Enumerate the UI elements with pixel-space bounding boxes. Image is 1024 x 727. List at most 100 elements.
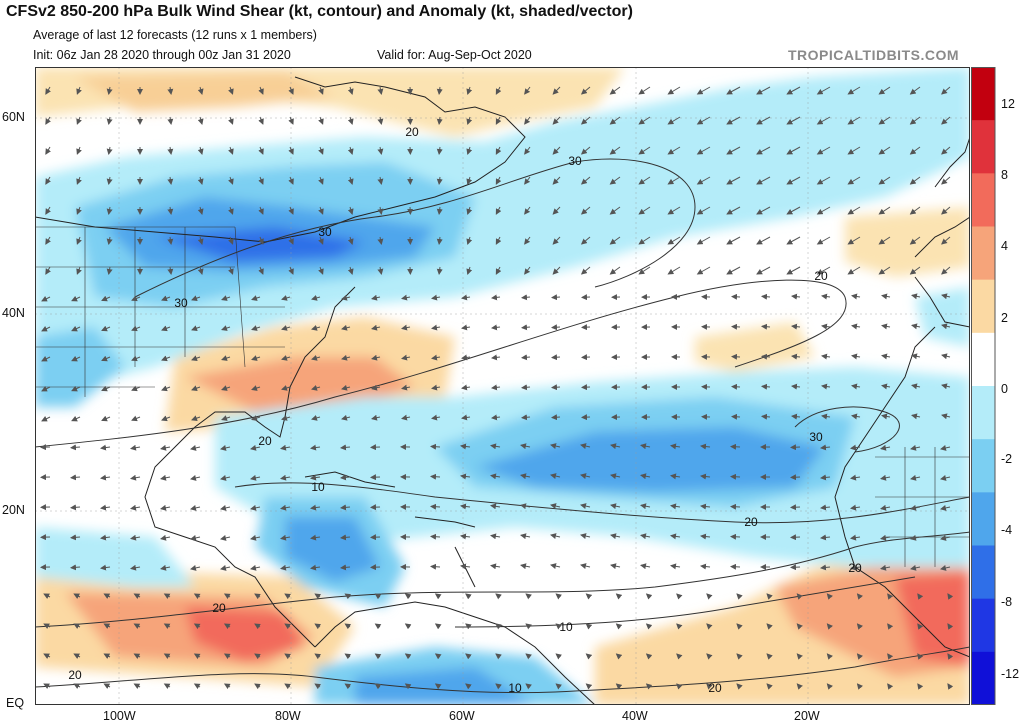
vector-arrow bbox=[521, 414, 531, 421]
vector-arrow bbox=[525, 683, 532, 690]
vector-arrow bbox=[816, 206, 831, 215]
vector-arrow bbox=[434, 683, 442, 690]
vector-arrow bbox=[700, 503, 711, 510]
vector-arrow bbox=[524, 176, 531, 185]
vector-arrow bbox=[524, 86, 531, 95]
vector-arrow bbox=[700, 563, 711, 570]
vector-arrow bbox=[100, 504, 111, 511]
vector-arrow bbox=[524, 116, 531, 125]
vector-arrow bbox=[465, 683, 472, 690]
vector-arrow bbox=[880, 444, 891, 451]
vector-arrow bbox=[816, 266, 831, 275]
vector-arrow bbox=[223, 593, 231, 600]
vector-arrow bbox=[761, 293, 771, 300]
vector-arrow bbox=[228, 116, 234, 125]
vector-arrow bbox=[76, 86, 82, 95]
vector-arrow bbox=[552, 266, 561, 275]
vector-arrow bbox=[580, 563, 591, 570]
vector-arrow bbox=[341, 324, 351, 331]
contour-labels: 20 30 30 30 20 20 10 20 30 20 10 10 20 20 20 bbox=[68, 125, 862, 695]
vector-arrow bbox=[288, 266, 294, 275]
vector-arrow bbox=[731, 383, 741, 390]
vector-arrow bbox=[341, 414, 351, 421]
vector-arrow bbox=[310, 474, 321, 481]
vector-arrow bbox=[615, 683, 623, 690]
vector-arrow bbox=[190, 504, 201, 511]
vector-arrow bbox=[495, 146, 502, 155]
vector-arrow bbox=[820, 504, 831, 511]
vector-arrow bbox=[43, 623, 51, 629]
vector-arrow bbox=[552, 86, 561, 95]
vector-arrow bbox=[130, 564, 141, 571]
vector-arrow bbox=[491, 414, 501, 421]
contour-label: 20 bbox=[68, 668, 82, 682]
vector-arrow bbox=[495, 683, 502, 690]
vector-arrow bbox=[878, 176, 891, 185]
vector-arrow bbox=[524, 266, 531, 275]
vector-arrow bbox=[550, 503, 561, 510]
vector-arrow bbox=[71, 295, 81, 302]
vector-arrow bbox=[490, 563, 501, 570]
vector-arrow bbox=[197, 176, 204, 185]
contour-label: 10 bbox=[559, 620, 573, 634]
chart-subtitle: Average of last 12 forecasts (12 runs x … bbox=[33, 28, 317, 42]
vector-arrow bbox=[347, 206, 354, 215]
vector-arrow bbox=[676, 623, 683, 630]
vector-arrow bbox=[190, 474, 201, 481]
contour-label: 20 bbox=[708, 681, 722, 695]
vector-arrow bbox=[221, 355, 231, 361]
vector-arrow bbox=[756, 266, 771, 275]
vector-arrow bbox=[495, 86, 502, 95]
vector-arrow bbox=[193, 623, 201, 630]
vector-arrow bbox=[70, 564, 81, 571]
vector-arrow bbox=[766, 593, 773, 600]
vector-arrow bbox=[191, 385, 201, 392]
vector-arrow bbox=[43, 593, 51, 599]
colorbar-swatch bbox=[971, 386, 995, 440]
vector-arrow bbox=[555, 623, 562, 630]
vector-arrow bbox=[161, 325, 171, 332]
vector-arrow bbox=[401, 384, 411, 391]
vector-arrow bbox=[609, 266, 621, 275]
colorbar-swatch bbox=[971, 226, 995, 281]
vector-arrow bbox=[250, 444, 261, 451]
vector-arrow bbox=[490, 473, 501, 480]
vector-arrow bbox=[917, 683, 924, 690]
vector-arrow bbox=[820, 534, 831, 541]
vector-arrow bbox=[466, 206, 473, 215]
vector-arrow bbox=[585, 683, 593, 690]
vector-arrow bbox=[580, 116, 591, 125]
vector-arrow bbox=[580, 533, 591, 540]
brand-watermark: TROPICALTIDBITS.COM bbox=[788, 47, 960, 63]
vector-arrow bbox=[193, 653, 201, 660]
vector-arrow bbox=[878, 236, 891, 245]
vector-arrow bbox=[555, 593, 562, 600]
vector-arrow bbox=[310, 564, 321, 571]
vector-arrow bbox=[431, 384, 441, 391]
vector-arrow bbox=[465, 623, 472, 630]
vector-arrow bbox=[288, 86, 294, 95]
vector-arrow bbox=[610, 443, 621, 450]
vector-arrow bbox=[940, 474, 951, 481]
vector-arrow bbox=[491, 324, 501, 331]
vector-arrow bbox=[736, 683, 743, 690]
vector-arrow bbox=[70, 474, 81, 481]
vector-arrow bbox=[670, 443, 681, 450]
vector-arrow bbox=[311, 294, 321, 301]
vector-arrow bbox=[167, 116, 174, 125]
vector-arrow bbox=[344, 653, 352, 660]
vector-arrow bbox=[45, 236, 51, 245]
vector-arrow bbox=[667, 176, 681, 185]
vector-arrow bbox=[909, 116, 921, 125]
vector-arrow bbox=[431, 294, 441, 301]
lon-label-row: 100W 80W 60W 40W 20W bbox=[35, 707, 970, 727]
colorbar-label: -12 bbox=[1001, 667, 1019, 681]
vector-arrow bbox=[106, 146, 113, 155]
vector-arrow bbox=[550, 533, 561, 540]
vector-arrow bbox=[190, 444, 201, 451]
vector-arrow bbox=[70, 534, 81, 541]
vector-arrow bbox=[101, 295, 111, 302]
vector-arrow bbox=[816, 236, 831, 245]
vector-arrow bbox=[191, 415, 201, 422]
vector-arrow bbox=[856, 653, 864, 660]
